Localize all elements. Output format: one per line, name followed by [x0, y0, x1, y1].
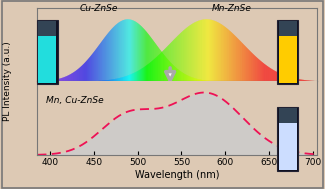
X-axis label: Wavelength (nm): Wavelength (nm)	[135, 170, 219, 180]
Text: Cu-ZnSe: Cu-ZnSe	[79, 4, 118, 12]
Text: Mn, Cu-ZnSe: Mn, Cu-ZnSe	[46, 96, 104, 105]
Text: PL Intensity (a.u.): PL Intensity (a.u.)	[3, 41, 12, 121]
Text: Mn-ZnSe: Mn-ZnSe	[212, 4, 252, 12]
